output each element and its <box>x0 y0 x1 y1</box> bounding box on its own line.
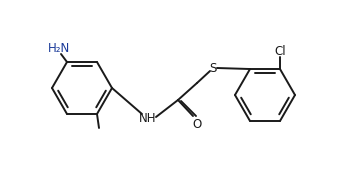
Text: NH: NH <box>139 111 157 124</box>
Text: H₂N: H₂N <box>48 42 70 55</box>
Text: S: S <box>209 62 217 75</box>
Text: O: O <box>192 117 202 130</box>
Text: Cl: Cl <box>274 44 286 57</box>
